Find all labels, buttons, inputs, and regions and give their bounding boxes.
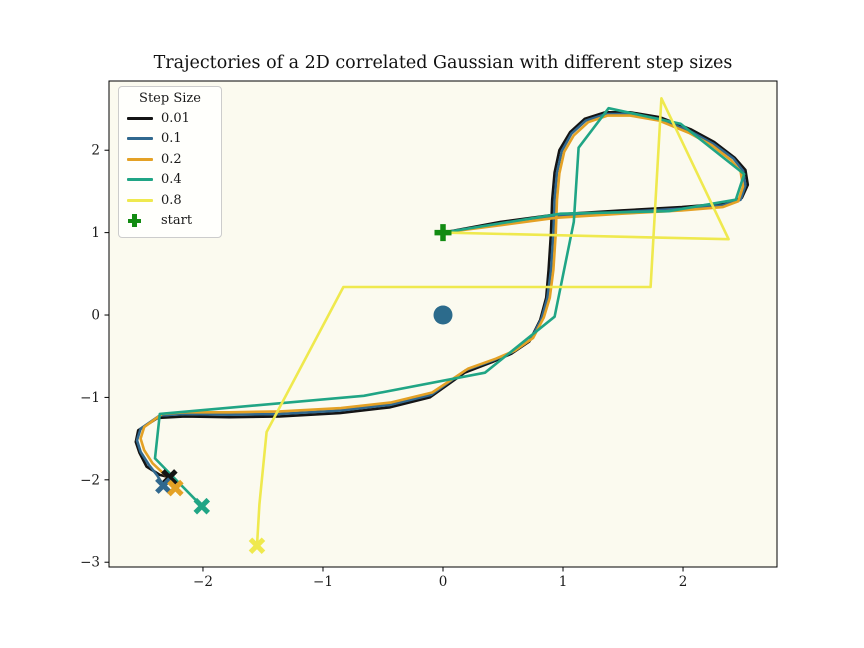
x-tick-label: 2 xyxy=(679,574,688,590)
y-tick-label: −1 xyxy=(80,390,100,406)
legend-entry-label: start xyxy=(161,213,193,229)
x-tick-label: 0 xyxy=(439,574,448,590)
y-tick-label: −3 xyxy=(80,555,100,571)
end-x-marker-0.2 xyxy=(167,479,184,497)
legend-entry-0.2: 0.2 xyxy=(127,149,213,170)
trajectory-line-0.4 xyxy=(153,106,746,508)
x-tick-label: −2 xyxy=(193,574,213,590)
legend-entries: 0.01 0.1 0.2 0.4 0.8 start xyxy=(127,108,213,231)
legend-entry-label: 0.8 xyxy=(161,192,182,208)
line-swatch-icon xyxy=(127,116,153,120)
trajectory-line-0.1 xyxy=(135,112,747,487)
end-x-marker-0.4 xyxy=(193,497,211,515)
legend-entry-0.1: 0.1 xyxy=(127,129,213,150)
line-swatch-icon xyxy=(127,198,153,202)
legend-entry-label: 0.2 xyxy=(161,151,182,167)
end-x-marker-0.1 xyxy=(155,477,172,494)
y-tick-label: 1 xyxy=(91,225,100,241)
trajectory-line-0.01 xyxy=(134,111,750,479)
x-tick-label: 1 xyxy=(559,574,568,590)
legend-entry-label: 0.1 xyxy=(161,131,182,147)
line-swatch-icon xyxy=(127,157,153,161)
trajectory-line-0.8 xyxy=(255,97,730,548)
y-tick-label: 0 xyxy=(91,308,100,324)
legend-entry-start: start xyxy=(127,211,213,232)
legend-entry-0.01: 0.01 xyxy=(127,108,213,129)
y-tick-label: −2 xyxy=(80,472,100,488)
line-swatch-icon xyxy=(127,137,153,141)
legend: Step Size 0.01 0.1 0.2 0.4 0.8 start xyxy=(118,86,222,238)
legend-title: Step Size xyxy=(139,91,201,106)
mean-circle-marker xyxy=(433,305,453,325)
end-x-marker-0.8 xyxy=(248,537,266,555)
line-swatch-icon xyxy=(127,178,153,182)
start-plus-marker xyxy=(434,224,452,242)
start-plus-icon xyxy=(127,214,153,228)
legend-entry-0.8: 0.8 xyxy=(127,190,213,211)
legend-entry-0.4: 0.4 xyxy=(127,170,213,191)
legend-entry-label: 0.01 xyxy=(161,110,190,126)
y-tick-label: 2 xyxy=(91,143,100,159)
chart-title: Trajectories of a 2D correlated Gaussian… xyxy=(153,53,733,73)
legend-entry-label: 0.4 xyxy=(161,172,182,188)
x-tick-label: −1 xyxy=(313,574,333,590)
